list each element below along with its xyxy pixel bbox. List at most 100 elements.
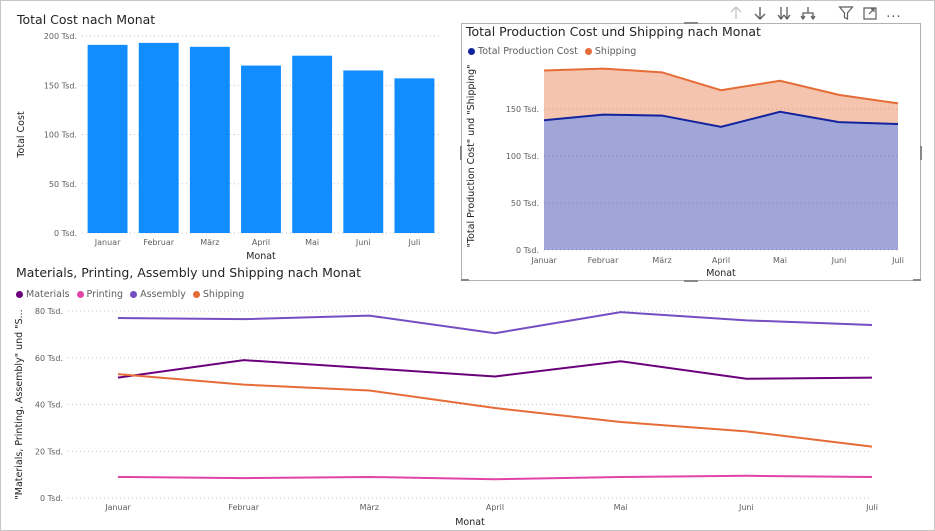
y-tick-label: 50 Tsd. [511,199,539,208]
x-tick-label: Januar [104,503,131,512]
x-tick-label: März [652,256,671,265]
legend-label: Printing [86,289,124,300]
y-tick-label: 200 Tsd. [44,32,77,41]
visual-focus-border[interactable] [460,22,922,282]
x-tick-label: Juli [407,238,420,247]
double-arrow-down-icon[interactable] [774,3,794,23]
x-tick-label: Februar [228,503,259,512]
legend-dot [584,48,592,55]
legend-label: Total Production Cost [478,46,578,57]
x-tick-label: Juni [738,503,754,512]
line-chart-svg: 0 Tsd. 20 Tsd. 40 Tsd. 60 Tsd. 80 Tsd. Januar… [14,307,878,528]
resize-handle-top[interactable] [684,22,698,24]
x-tick-label: Mai [614,503,628,512]
x-tick-label: Juni [831,256,847,265]
y-tick-label: 150 Tsd. [506,105,539,114]
bar [241,65,281,233]
x-tick-label: Mai [305,238,319,247]
x-tick-label: Januar [94,238,121,247]
legend-dot [76,291,84,298]
y-tick-label: 100 Tsd. [44,131,77,140]
chart-title: Materials, Printing, Assembly und Shippi… [16,265,362,280]
y-tick-label: 150 Tsd. [44,81,77,90]
materials-line-chart[interactable]: Materials, Printing, Assembly und Shippi… [10,262,925,528]
more-options-icon[interactable]: ... [884,3,904,23]
bar [87,44,128,233]
x-axis-title: Monat [706,268,736,279]
materials-line [117,359,873,380]
y-axis-title: "Materials, Printing, Assembly" und "S..… [14,309,25,499]
visual-header-toolbar: ... [726,3,904,23]
y-tick-label: 40 Tsd. [35,401,63,410]
y-tick-label: 100 Tsd. [506,152,539,161]
x-axis-title: Monat [246,251,276,262]
filter-icon[interactable] [836,3,856,23]
resize-handle-bottom[interactable] [684,280,698,282]
legend-dot [468,48,475,55]
shipping-area [544,68,898,127]
legend-item-assembly[interactable]: Assembly [130,289,186,300]
legend-item-printing[interactable]: Printing [76,289,124,300]
y-tick-label: 0 Tsd. [54,229,77,238]
x-tick-label: Juni [355,238,371,247]
resize-handle-right[interactable] [920,146,922,160]
printing-line [117,474,873,481]
x-tick-label: Juli [891,256,904,265]
legend-item-shipping[interactable]: Shipping [584,46,637,57]
legend-dot [16,291,23,298]
x-tick-label: Mai [773,256,787,265]
y-axis-title: Total Cost [16,111,27,159]
total-cost-bar-chart[interactable]: Total Cost nach Monat 0 Tsd. 50 Tsd. 100 T… [10,8,450,263]
y-tick-label: 60 Tsd. [35,354,63,363]
resize-handle-left[interactable] [460,146,462,160]
chart-legend: Total Production Cost Shipping [468,46,643,57]
total-production-cost-area [544,111,898,250]
x-tick-label: April [252,238,270,247]
legend-label: Materials [26,289,70,300]
legend-dot [192,291,200,298]
more-options-label: ... [886,5,902,21]
resize-handle-corner-br[interactable] [913,279,921,281]
y-axis-title: "Total Production Cost" und "Shipping" [466,65,477,248]
area-chart-svg: 0 Tsd. 50 Tsd. 100 Tsd. 150 Tsd. Januar Febru… [466,65,904,279]
legend-item-shipping[interactable]: Shipping [192,289,245,300]
shipping-line [117,373,873,448]
bar [343,70,384,233]
total-production-cost-line [543,110,899,128]
x-tick-label: Februar [143,238,174,247]
chart-title: Total Production Cost und Shipping nach … [466,24,761,39]
bar [394,78,435,233]
y-tick-label: 80 Tsd. [35,307,63,316]
legend-dot [130,291,138,298]
y-tick-label: 50 Tsd. [49,180,77,189]
legend-label: Shipping [594,46,637,57]
x-tick-label: Januar [530,256,557,265]
legend-label: Shipping [202,289,245,300]
chart-legend: Materials Printing Assembly Shipping [16,289,251,300]
x-axis-title: Monat [455,517,485,528]
shipping-line [543,67,899,105]
bar [292,55,333,234]
y-tick-label: 0 Tsd. [40,494,63,503]
x-tick-label: März [200,238,219,247]
arrow-up-icon[interactable] [726,3,746,23]
y-tick-label: 20 Tsd. [35,447,63,456]
y-tick-label: 0 Tsd. [516,246,539,255]
bar [138,42,179,233]
x-tick-label: Februar [588,256,619,265]
chart-title: Total Cost nach Monat [17,12,156,27]
arrow-down-icon[interactable] [750,3,770,23]
x-tick-label: April [486,503,504,512]
x-tick-label: Juli [865,503,878,512]
production-shipping-area-chart[interactable]: Total Production Cost und Shipping nach … [462,24,920,280]
assembly-line [117,311,873,335]
legend-item-total-production-cost[interactable]: Total Production Cost [468,46,578,57]
bar-chart-svg: 0 Tsd. 50 Tsd. 100 Tsd. 150 Tsd. 200 Tsd. Jan… [16,32,440,262]
focus-mode-icon[interactable] [860,3,880,23]
resize-handle-corner-bl[interactable] [461,279,469,281]
expand-hierarchy-icon[interactable] [798,3,818,23]
bar [189,46,230,234]
x-tick-label: März [360,503,379,512]
legend-item-materials[interactable]: Materials [16,289,70,300]
x-tick-label: April [712,256,730,265]
